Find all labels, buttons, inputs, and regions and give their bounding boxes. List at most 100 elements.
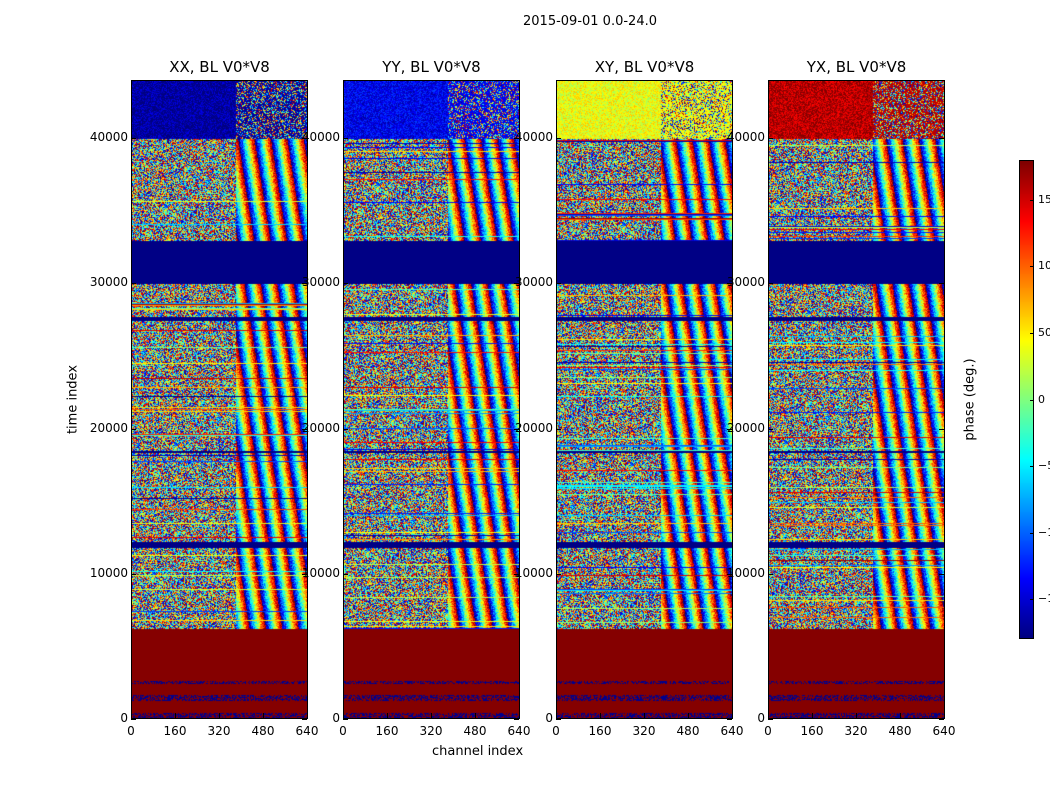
- x-tick-label: 320: [632, 724, 656, 738]
- y-tick-mark: [514, 428, 519, 430]
- x-tick-label: 640: [932, 724, 956, 738]
- colorbar-tick-mark: [1030, 332, 1034, 334]
- y-tick-label: 30000: [726, 275, 765, 290]
- x-axis-label: channel index: [432, 744, 524, 759]
- panel-title-yy: YY, BL V0*V8: [382, 58, 481, 76]
- heatmap-panel-xx: [131, 80, 308, 719]
- y-tick-mark: [302, 283, 307, 285]
- y-tick-mark: [302, 138, 307, 140]
- x-tick-mark: [688, 713, 689, 718]
- y-tick-mark: [939, 283, 944, 285]
- y-tick-mark: [768, 138, 773, 140]
- y-tick-mark: [131, 428, 136, 430]
- y-tick-mark: [514, 138, 519, 140]
- y-tick-mark: [768, 283, 773, 285]
- x-tick-mark: [812, 713, 813, 718]
- y-tick-label: 0: [757, 711, 765, 725]
- x-tick-label: 160: [588, 724, 612, 738]
- x-tick-mark: [263, 713, 264, 718]
- y-tick-mark: [131, 138, 136, 140]
- x-tick-mark: [519, 713, 520, 718]
- x-tick-label: 0: [552, 724, 560, 738]
- colorbar-tick-mark: [1030, 599, 1034, 601]
- x-tick-mark: [387, 713, 388, 718]
- colorbar-tick-label: −150: [1038, 592, 1050, 606]
- colorbar-tick-mark: [1030, 199, 1034, 201]
- y-tick-mark: [727, 573, 732, 575]
- x-tick-mark: [131, 713, 132, 718]
- x-tick-label: 160: [163, 724, 187, 738]
- x-tick-mark: [600, 713, 601, 718]
- y-tick-mark: [768, 719, 773, 720]
- y-tick-mark: [514, 719, 519, 720]
- x-tick-label: 480: [251, 724, 275, 738]
- heatmap-canvas-yy: [344, 81, 519, 718]
- y-tick-mark: [131, 283, 136, 285]
- y-tick-mark: [302, 428, 307, 430]
- y-tick-mark: [556, 138, 561, 140]
- x-tick-mark: [556, 713, 557, 718]
- x-tick-mark: [856, 713, 857, 718]
- colorbar-tick-label: 50: [1038, 325, 1050, 339]
- x-tick-mark: [475, 713, 476, 718]
- colorbar-tick-label: 0: [1038, 392, 1045, 406]
- colorbar-tick-label: −50: [1038, 459, 1050, 473]
- y-tick-mark: [727, 138, 732, 140]
- x-tick-label: 0: [127, 724, 135, 738]
- y-tick-label: 0: [545, 711, 553, 725]
- x-tick-label: 320: [419, 724, 443, 738]
- y-tick-label: 30000: [514, 275, 553, 290]
- colorbar-gradient: [1020, 161, 1033, 638]
- y-axis-label: time index: [65, 364, 81, 435]
- y-tick-mark: [939, 719, 944, 720]
- y-tick-mark: [556, 283, 561, 285]
- figure-title: 2015-09-01 0.0-24.0: [523, 14, 657, 29]
- y-tick-mark: [514, 573, 519, 575]
- y-tick-label: 10000: [89, 565, 128, 580]
- y-tick-mark: [727, 428, 732, 430]
- colorbar-label: phase (deg.): [962, 358, 978, 441]
- y-tick-label: 20000: [301, 420, 340, 435]
- colorbar-tick-label: 100: [1038, 259, 1050, 273]
- x-tick-label: 320: [844, 724, 868, 738]
- x-tick-mark: [732, 713, 733, 718]
- y-tick-mark: [302, 719, 307, 720]
- y-tick-label: 40000: [514, 130, 553, 145]
- x-tick-label: 640: [720, 724, 744, 738]
- colorbar-tick-mark: [1030, 399, 1034, 401]
- heatmap-panel-yx: [768, 80, 945, 719]
- y-tick-mark: [556, 719, 561, 720]
- y-tick-mark: [556, 428, 561, 430]
- x-tick-label: 480: [463, 724, 487, 738]
- x-tick-mark: [307, 713, 308, 718]
- y-tick-label: 10000: [301, 565, 340, 580]
- y-tick-label: 20000: [514, 420, 553, 435]
- panel-title-xy: XY, BL V0*V8: [594, 58, 695, 76]
- x-tick-mark: [431, 713, 432, 718]
- y-tick-label: 0: [120, 711, 128, 725]
- y-tick-label: 40000: [89, 130, 128, 145]
- x-tick-label: 0: [764, 724, 772, 738]
- panel-title-xx: XX, BL V0*V8: [169, 58, 270, 76]
- y-tick-mark: [131, 573, 136, 575]
- y-tick-label: 40000: [726, 130, 765, 145]
- y-tick-mark: [343, 428, 348, 430]
- y-tick-mark: [727, 283, 732, 285]
- y-tick-label: 10000: [514, 565, 553, 580]
- panel-title-yx: YX, BL V0*V8: [806, 58, 907, 76]
- colorbar-tick-mark: [1030, 266, 1034, 268]
- x-tick-label: 640: [507, 724, 531, 738]
- colorbar-tick-label: 150: [1038, 192, 1050, 206]
- x-tick-mark: [343, 713, 344, 718]
- x-tick-label: 640: [295, 724, 319, 738]
- x-tick-label: 480: [676, 724, 700, 738]
- y-tick-mark: [343, 573, 348, 575]
- y-tick-mark: [514, 283, 519, 285]
- y-tick-label: 40000: [301, 130, 340, 145]
- colorbar-tick-mark: [1030, 532, 1034, 534]
- y-tick-label: 0: [332, 711, 340, 725]
- y-tick-label: 30000: [89, 275, 128, 290]
- y-tick-mark: [939, 573, 944, 575]
- y-tick-mark: [343, 283, 348, 285]
- y-tick-mark: [768, 573, 773, 575]
